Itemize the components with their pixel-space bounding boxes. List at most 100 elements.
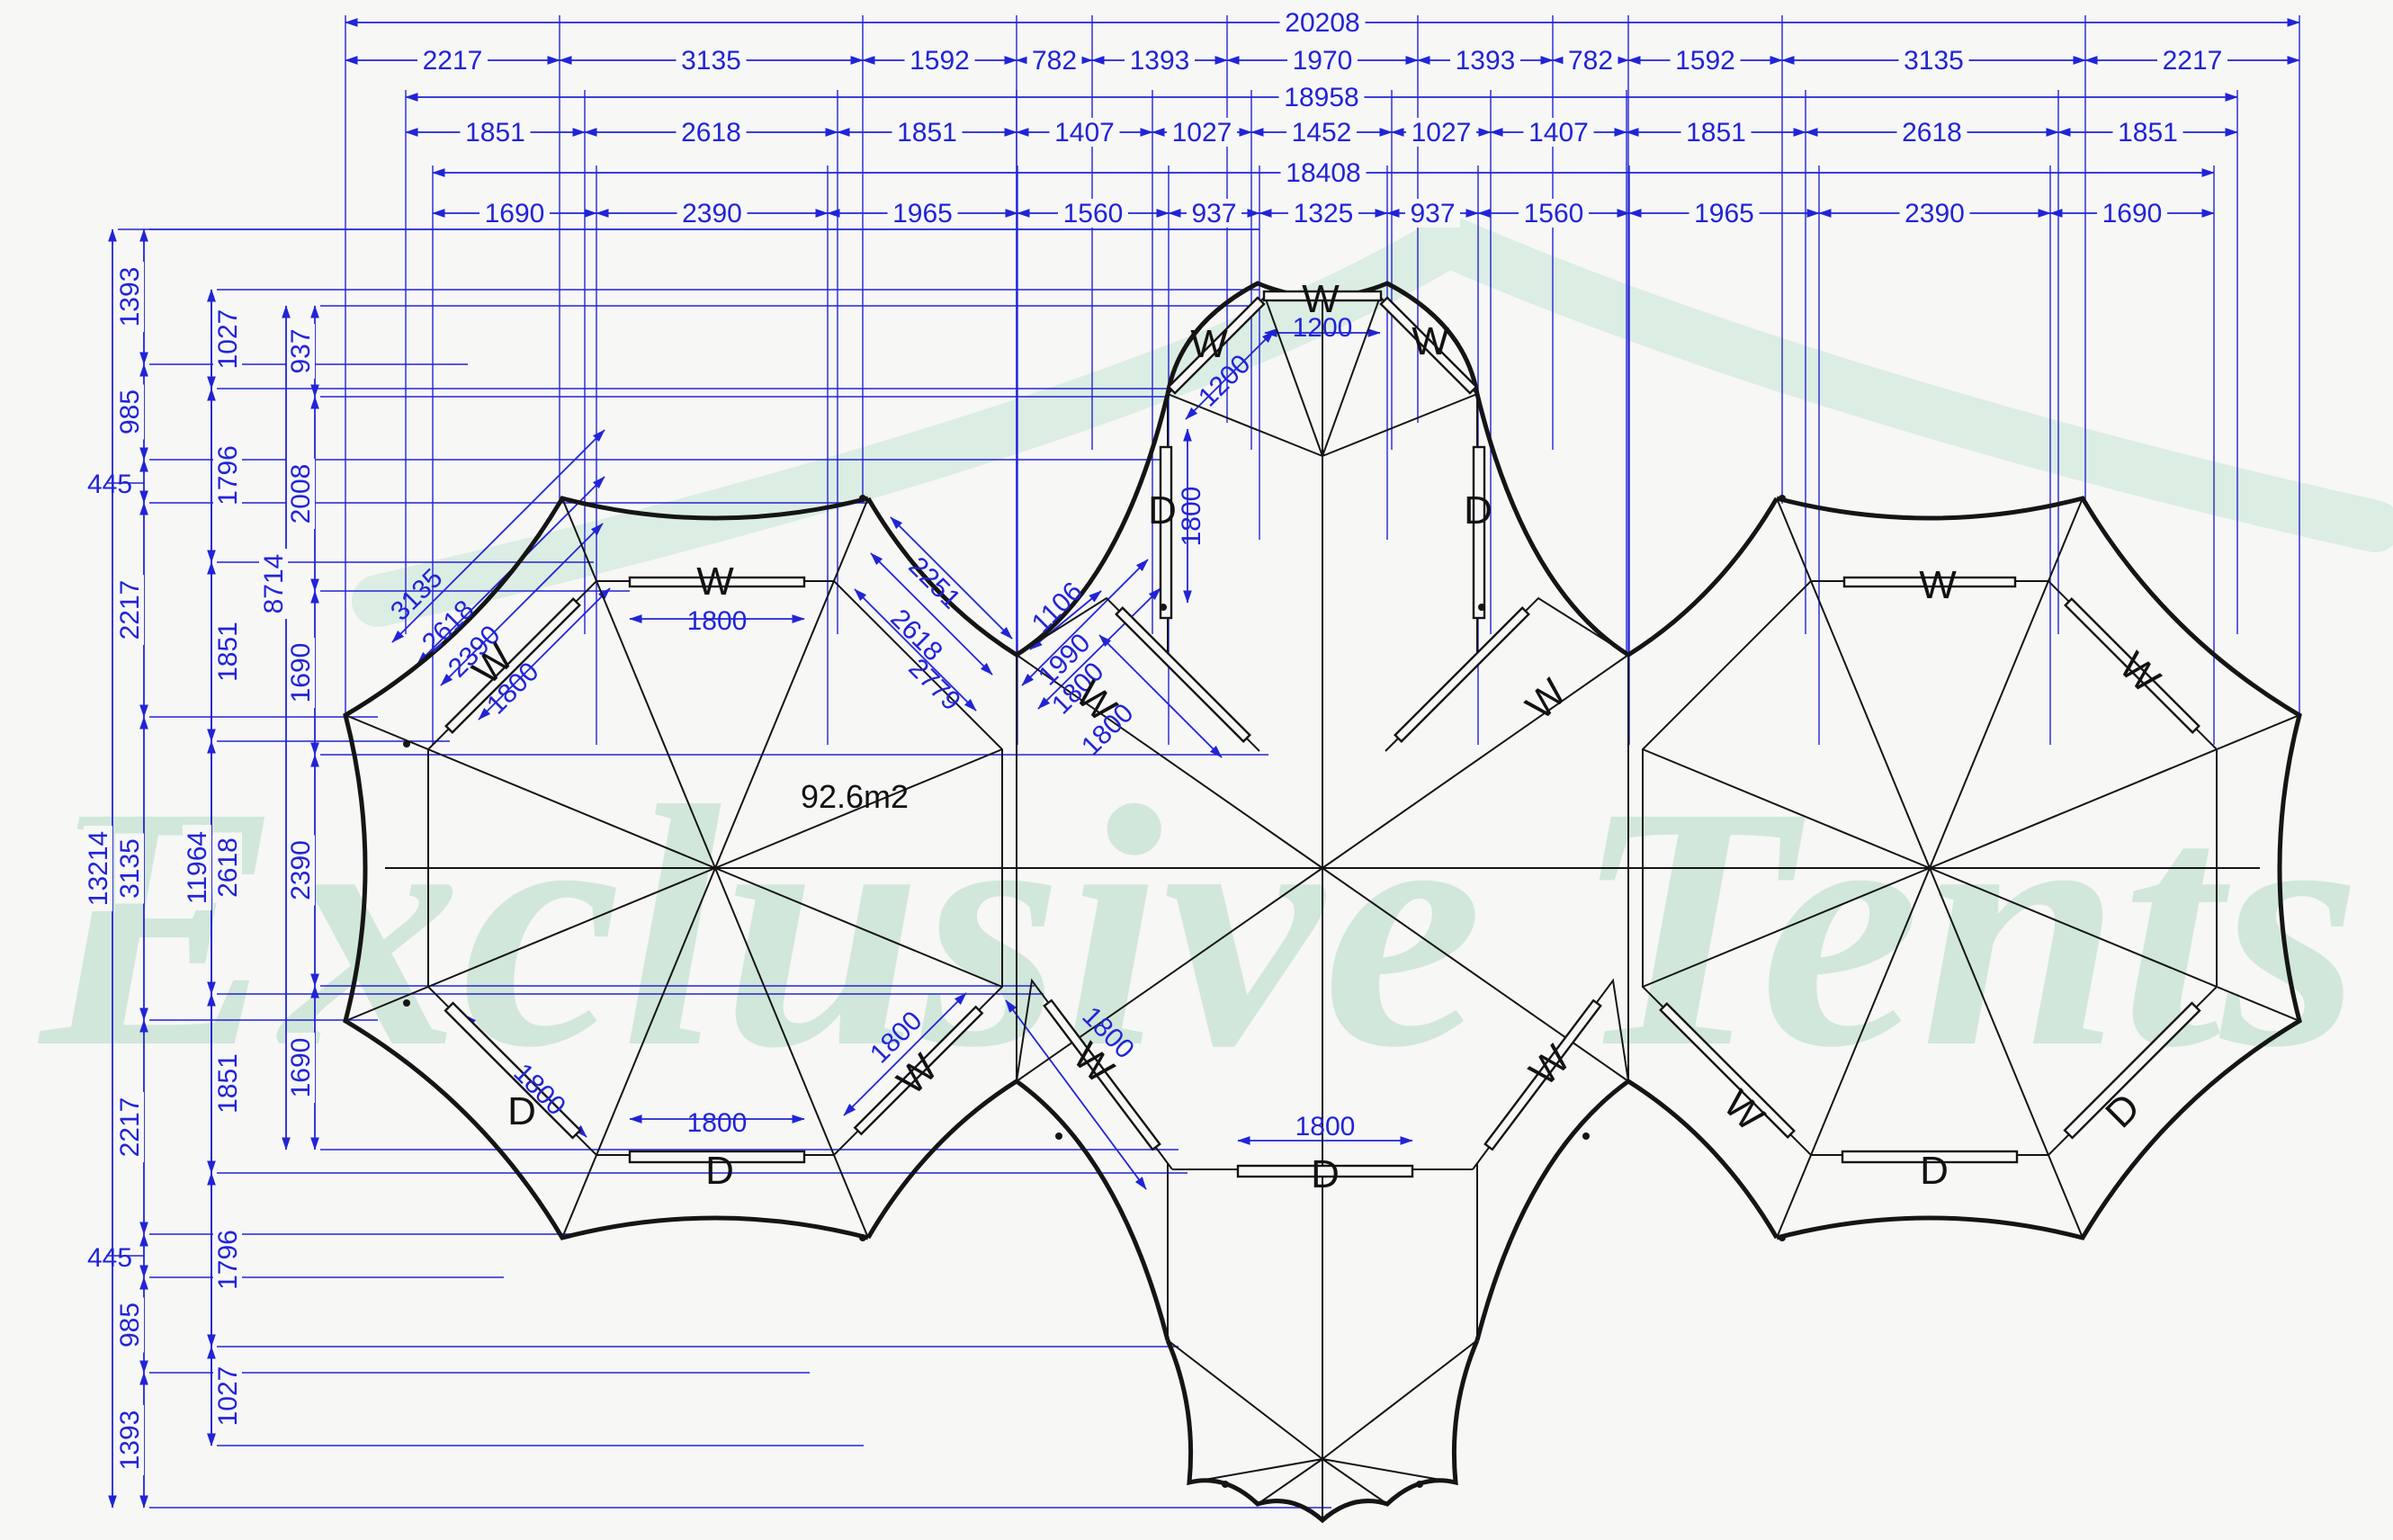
dim-label: 1407 [1054,118,1115,148]
window-marker [1115,606,1251,743]
dim-label-bg [213,832,242,903]
dim-label-group: 8714 [259,549,289,619]
dim-label-bg [213,304,242,374]
dim-callout-445: 445 [87,1243,132,1273]
dim-label-bg [1167,118,1237,147]
dim-label: 782 [1032,46,1077,76]
dim-label: 1560 [1063,199,1124,228]
dim-label-bg [213,616,242,687]
door-marker [1841,1150,2019,1164]
dim-label: 2390 [682,199,742,228]
dim-label-bg [213,1361,242,1431]
dim-label: 1393 [1130,46,1190,76]
label-lt-bot-1800: 1800 [687,1108,748,1138]
window-marker [628,576,806,588]
dim-label: 1965 [892,199,953,228]
detail-dim-line [478,587,611,721]
dim-label-group: 1796 [213,1224,243,1295]
dim-label-bg [286,1033,315,1103]
dim-label: 18958 [1284,83,1358,112]
dim-label: 2217 [2163,46,2223,76]
dim-label-group: 937 [286,324,316,379]
dim-label: 1796 [213,1230,243,1290]
dim-label-group: 1690 [286,1033,316,1103]
dim-label: 1027 [1172,118,1232,148]
dim-label-bg [1450,46,1520,75]
dim-label-bg [213,440,242,511]
connector-notch-arcs [865,393,1779,1341]
dim-label-bg [1406,118,1476,147]
dim-label-group: 985 [115,1297,145,1353]
dim-label-bg [676,46,747,75]
dim-label: 1796 [213,445,243,506]
dim-label-bg [1680,118,1752,147]
dim-label: 1851 [2118,118,2178,148]
dim-label: 1690 [2102,199,2163,228]
dim-label: 18408 [1286,158,1360,188]
junction-dot [1416,1481,1423,1488]
dim-label-bg [286,459,315,529]
dim-label-bg [1288,199,1358,228]
detail-dim-line [854,588,977,712]
junction-dot [403,740,410,748]
dim-label-bg [887,199,958,228]
dim-label-bg [1689,199,1760,228]
dim-label-bg [1519,199,1589,228]
left-tent-spokes [345,497,1003,1239]
dim-label-bg [183,825,211,910]
window-marker [853,1005,984,1136]
label-tt-top-1200: 1200 [1293,313,1353,343]
dim-label-group: 1851 [213,616,243,687]
junction-dot [1160,604,1167,611]
dim-label: 782 [1568,46,1613,76]
dim-label: 3135 [681,46,741,76]
dim-label-bg [1278,83,1365,112]
dim-label-bg [1287,46,1358,75]
dim-label: 2217 [115,1097,145,1158]
detail-dim-line [1185,330,1275,420]
dim-label: 1851 [1686,118,1746,148]
window-marker [1379,296,1478,395]
dim-label-bg [115,1405,144,1475]
label-ct-bot-1800: 1800 [1295,1112,1356,1142]
dim-label-bg [286,324,315,379]
window-marker [1483,998,1602,1151]
junction-dot [1779,495,1786,502]
dim-label: 1452 [1292,118,1352,148]
dim-label-bg [1026,46,1082,75]
dim-label: 1407 [1528,118,1589,148]
dim-label: 2217 [423,46,483,76]
junction-dot [1478,604,1485,611]
dim-label: 1027 [213,1366,243,1427]
dim-label-bg [1058,199,1128,228]
dim-label-bg [1125,46,1195,75]
junction-dot [859,1234,866,1241]
label-lt-top-1800: 1800 [687,606,748,636]
dim-label-bg [1280,158,1367,187]
dim-label-bg [676,118,747,147]
dim-label-bg [1405,199,1460,228]
window-marker [1842,576,2017,588]
dim-label-bg [2157,46,2227,75]
door-marker [1159,445,1173,620]
label-tt-l-1800: 1800 [1177,487,1206,547]
watermark-text: Exclusive Tents [35,736,2362,1119]
dim-label: 11964 [183,831,212,904]
top-tent-spokes [1167,296,1478,457]
dim-label: 2390 [1905,199,1965,228]
dim-label: 985 [115,389,145,434]
window-marker [1394,606,1530,743]
label-tt-r-d: D [1464,488,1492,533]
junction-dot [1055,1133,1062,1140]
door-marker [1236,1164,1414,1178]
dim-label: 1027 [1412,118,1472,148]
area-label: 92.6m2 [801,778,909,815]
dim-label: 3135 [115,838,145,899]
window-door-layer [403,290,2201,1488]
dim-label: 937 [286,328,316,373]
label-tl-2779: 2779 [902,653,966,717]
door-marker [2063,1001,2201,1140]
dim-label-group: 2390 [286,835,316,906]
dim-label: 1592 [910,46,970,76]
dim-label-bg [479,199,550,228]
